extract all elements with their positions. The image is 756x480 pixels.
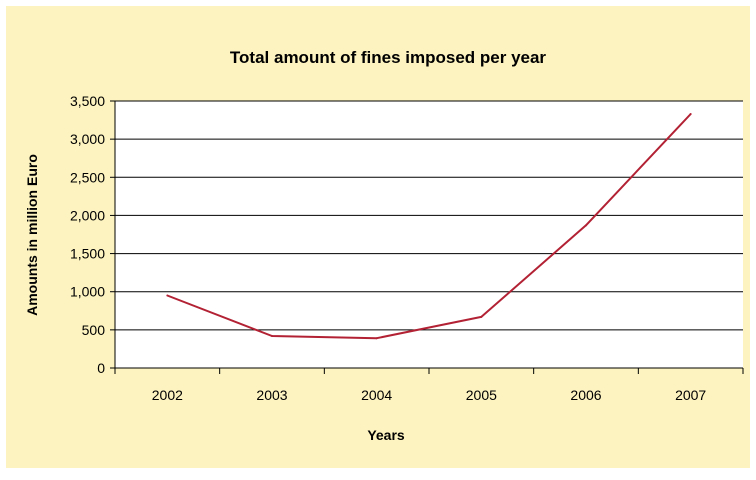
x-tick-label: 2006	[570, 387, 601, 403]
x-axis-title: Years	[367, 427, 405, 443]
x-tick-label: 2004	[361, 387, 392, 403]
gridlines	[115, 100, 743, 331]
data-point	[480, 315, 483, 318]
y-tick-label: 500	[82, 322, 106, 338]
y-tick-label: 2,000	[70, 207, 105, 223]
y-tick-label: 2,500	[70, 169, 105, 185]
x-tick-label: 2007	[675, 387, 706, 403]
y-axis-title: Amounts in million Euro	[24, 154, 40, 316]
data-point	[375, 337, 378, 340]
y-tick-label: 3,000	[70, 131, 105, 147]
data-point	[166, 294, 169, 297]
y-tick-label: 0	[97, 360, 105, 376]
y-axis-ticks: 0 500 1,000 1,500 2,000 2,500 3,000 3,500	[70, 93, 115, 376]
data-point	[271, 334, 273, 337]
data-point	[689, 112, 692, 115]
y-tick-label: 3,500	[70, 93, 105, 109]
plot-area	[115, 101, 743, 368]
series-group	[166, 112, 692, 340]
x-tick-label: 2002	[152, 387, 183, 403]
x-axis-ticks: 2002 2003 2004 2005 2006 2007	[114, 368, 744, 403]
y-tick-label: 1,000	[70, 284, 105, 300]
data-point	[585, 224, 587, 227]
x-tick-label: 2005	[466, 387, 497, 403]
x-tick-label: 2003	[256, 387, 287, 403]
chart-title: Total amount of fines imposed per year	[230, 48, 547, 67]
series-line	[166, 113, 692, 340]
y-tick-label: 1,500	[70, 246, 105, 262]
